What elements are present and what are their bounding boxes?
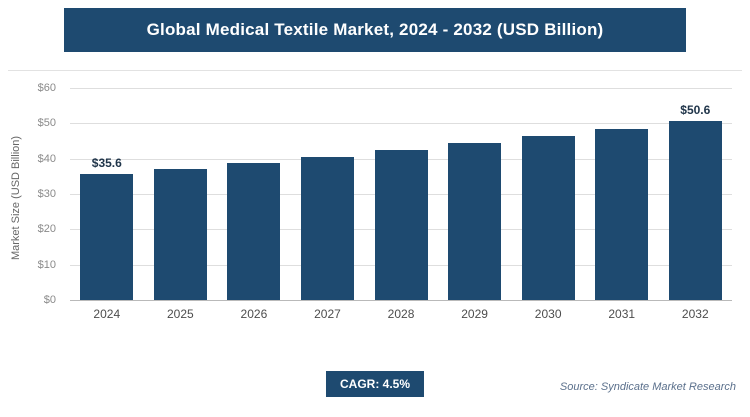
bar-group: $50.6 xyxy=(659,88,733,300)
bar xyxy=(300,156,354,300)
bars-container: $35.6 $50.6 xyxy=(70,88,732,300)
bar-group xyxy=(585,88,659,300)
bar-group xyxy=(438,88,512,300)
bar-group xyxy=(144,88,218,300)
y-tick-label: $0 xyxy=(43,294,56,306)
bar xyxy=(521,136,575,300)
source-text: Source: Syndicate Market Research xyxy=(559,381,736,393)
cagr-badge: CAGR: 4.5% xyxy=(325,371,425,397)
x-axis-ticks: 2024 2025 2026 2027 2028 2029 2030 2031 2032 xyxy=(70,307,732,321)
bar-group xyxy=(511,88,585,300)
x-tick-label: 2027 xyxy=(314,307,341,321)
y-axis-ticks: $0 $10 $20 $30 $40 $50 $60 xyxy=(0,82,62,306)
bar-group xyxy=(291,88,365,300)
x-tick-label: 2025 xyxy=(166,307,194,321)
bar xyxy=(80,174,134,300)
x-tick-label: 2024 xyxy=(93,307,121,321)
chart-title: Global Medical Textile Market, 2024 - 20… xyxy=(146,20,604,39)
bar xyxy=(374,150,428,300)
y-tick-label: $10 xyxy=(37,258,56,271)
gridline xyxy=(70,300,732,301)
x-tick-label: 2031 xyxy=(608,307,636,321)
bar xyxy=(668,121,722,300)
divider xyxy=(8,70,742,71)
bar-group: $35.6 xyxy=(70,88,144,300)
bar-group xyxy=(364,88,438,300)
bar xyxy=(448,143,502,300)
y-tick-label: $40 xyxy=(37,152,56,165)
x-tick-label: 2026 xyxy=(240,307,268,321)
y-tick-label: $60 xyxy=(37,82,56,94)
x-tick-label: 2030 xyxy=(534,307,562,321)
bar xyxy=(153,168,207,300)
bar-value-label: $35.6 xyxy=(91,156,122,171)
y-tick-label: $50 xyxy=(37,117,56,130)
bar-group xyxy=(217,88,291,300)
bar xyxy=(595,129,649,300)
chart-title-banner: Global Medical Textile Market, 2024 - 20… xyxy=(64,8,686,52)
y-tick-label: $30 xyxy=(37,188,56,200)
x-tick-label: 2032 xyxy=(681,307,709,321)
y-tick-label: $20 xyxy=(37,223,56,236)
x-tick-label: 2028 xyxy=(387,307,415,321)
x-tick-label: 2029 xyxy=(461,307,488,321)
gridline xyxy=(70,88,732,89)
bar xyxy=(227,162,281,300)
plot-area: $35.6 $50.6 xyxy=(70,88,732,301)
bar-value-label: $50.6 xyxy=(680,103,711,118)
gridline xyxy=(70,123,732,125)
